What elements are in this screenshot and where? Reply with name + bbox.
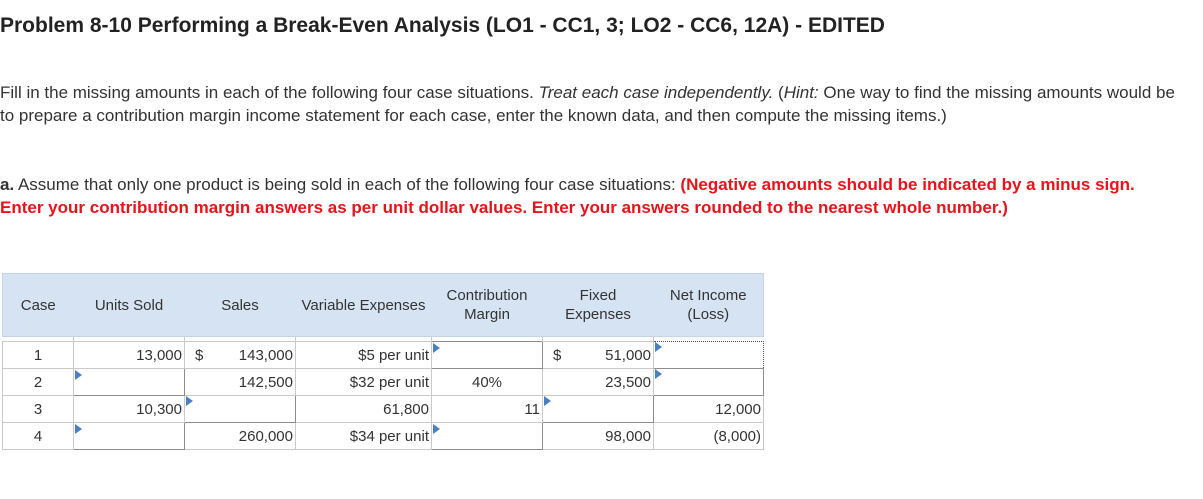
hint-label: Hint: <box>783 83 819 102</box>
header-variable-expenses: Variable Expenses <box>295 273 432 337</box>
sales-cell: $143,000 <box>184 341 296 369</box>
units-input[interactable] <box>74 423 184 449</box>
fixed-value: 51,000 <box>605 346 651 364</box>
part-a-red-note: (Negative amounts should be indicated by… <box>0 175 1135 217</box>
instructions-text: Fill in the missing amounts in each of t… <box>0 83 539 102</box>
header-case: Case <box>2 273 74 337</box>
instructions-rest: One way to find the missing amounts woul… <box>0 83 1175 125</box>
input-flag-icon <box>75 370 82 380</box>
variable-cell: 61,800 <box>295 395 432 423</box>
fixed-cell: $51,000 <box>542 341 662 369</box>
table-row: 4 260,000 $34 per unit 98,000 (8,000) <box>2 422 764 450</box>
input-flag-icon <box>433 343 440 353</box>
contribution-cell: 11 <box>431 395 551 423</box>
input-flag-icon <box>75 424 82 434</box>
sales-input[interactable] <box>185 396 295 422</box>
fixed-cell: 98,000 <box>542 422 654 450</box>
table-row: 2 142,500 $32 per unit 40% 23,500 <box>2 368 764 396</box>
variable-cell: $32 per unit <box>295 368 432 396</box>
sales-cell: 260,000 <box>184 422 296 450</box>
contribution-cell: 40% <box>431 368 543 396</box>
contribution-value: 11 <box>524 400 540 418</box>
hint-open: ( <box>773 83 784 102</box>
units-input-cell[interactable] <box>73 368 185 396</box>
table-row: 3 10,300 61,800 11 12,000 <box>2 395 764 423</box>
sales-input-cell[interactable] <box>184 395 296 423</box>
net-income-input-cell[interactable] <box>653 341 764 369</box>
part-a-label: a. <box>0 175 15 194</box>
table-header-row: Case Units Sold Sales Variable Expenses … <box>2 273 764 337</box>
variable-cell: $34 per unit <box>295 422 432 450</box>
header-contribution-margin: Contribution Margin <box>431 273 543 337</box>
case-cell: 3 <box>2 395 74 423</box>
header-units-sold: Units Sold <box>73 273 185 337</box>
fixed-input[interactable] <box>543 396 653 422</box>
fixed-value: 23,500 <box>605 373 651 391</box>
units-input-cell[interactable] <box>73 422 185 450</box>
units-cell: 10,300 <box>73 395 193 423</box>
contribution-input-cell[interactable] <box>431 422 543 450</box>
net-income-cell: 12,000 <box>653 395 764 423</box>
currency-symbol: $ <box>195 346 204 364</box>
page-title: Problem 8-10 Performing a Break-Even Ana… <box>0 14 885 37</box>
part-a-instructions: a. Assume that only one product is being… <box>0 173 1180 219</box>
case-cell: 1 <box>2 341 74 369</box>
instructions: Fill in the missing amounts in each of t… <box>0 81 1180 127</box>
break-even-table: Case Units Sold Sales Variable Expenses … <box>2 273 764 450</box>
contribution-input[interactable] <box>432 342 542 368</box>
table-row: 1 13,000 $143,000 $5 per unit $51,000 <box>2 341 764 369</box>
input-flag-icon <box>433 424 440 434</box>
variable-cell: $5 per unit <box>295 341 432 369</box>
net-income-cell: (8,000) <box>653 422 764 450</box>
net-income-input[interactable] <box>654 342 763 368</box>
part-a-text: Assume that only one product is being so… <box>14 175 681 194</box>
sales-cell: 142,500 <box>184 368 296 396</box>
instructions-italic: Treat each case independently. <box>538 83 774 102</box>
spacer-row <box>3 336 764 342</box>
units-cell: 13,000 <box>73 341 185 369</box>
net-income-input[interactable] <box>654 369 763 395</box>
contribution-input-cell[interactable] <box>431 341 543 369</box>
currency-symbol: $ <box>553 346 562 364</box>
units-value: 10,300 <box>136 400 182 418</box>
net-income-input-cell[interactable] <box>653 368 764 396</box>
sales-value: 143,000 <box>238 346 293 364</box>
units-input[interactable] <box>74 369 184 395</box>
header-sales: Sales <box>184 273 296 337</box>
case-cell: 4 <box>2 422 74 450</box>
contribution-input[interactable] <box>432 423 542 449</box>
fixed-input-cell[interactable] <box>542 395 654 423</box>
fixed-cell: 23,500 <box>542 368 662 396</box>
header-fixed-expenses: Fixed Expenses <box>542 273 654 337</box>
case-cell: 2 <box>2 368 74 396</box>
header-net-income: Net Income (Loss) <box>653 273 764 337</box>
